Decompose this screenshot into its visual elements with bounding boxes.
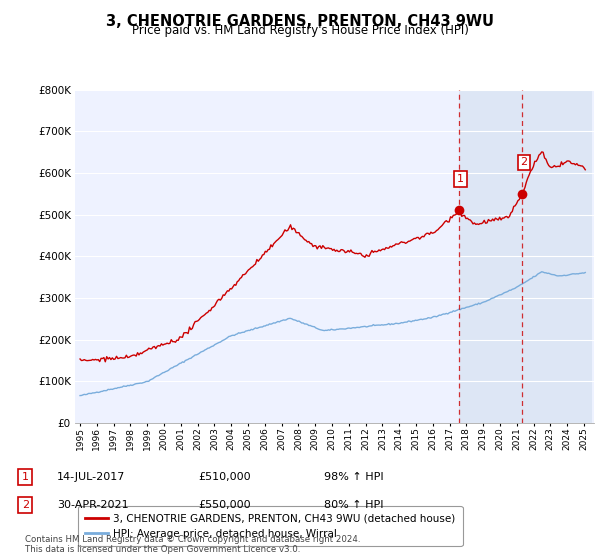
Text: 3, CHENOTRIE GARDENS, PRENTON, CH43 9WU: 3, CHENOTRIE GARDENS, PRENTON, CH43 9WU: [106, 14, 494, 29]
Bar: [458, 90, 522, 423]
Text: 1: 1: [22, 472, 29, 482]
Bar: [522, 90, 592, 423]
Text: 80% ↑ HPI: 80% ↑ HPI: [324, 500, 383, 510]
Text: 14-JUL-2017: 14-JUL-2017: [57, 472, 125, 482]
Text: 98% ↑ HPI: 98% ↑ HPI: [324, 472, 383, 482]
Text: £510,000: £510,000: [198, 472, 251, 482]
Text: 1: 1: [457, 174, 464, 184]
Text: £550,000: £550,000: [198, 500, 251, 510]
Legend: 3, CHENOTRIE GARDENS, PRENTON, CH43 9WU (detached house), HPI: Average price, de: 3, CHENOTRIE GARDENS, PRENTON, CH43 9WU …: [77, 506, 463, 546]
Text: 2: 2: [520, 157, 527, 167]
Text: 30-APR-2021: 30-APR-2021: [57, 500, 128, 510]
Text: 2: 2: [22, 500, 29, 510]
Text: Price paid vs. HM Land Registry's House Price Index (HPI): Price paid vs. HM Land Registry's House …: [131, 24, 469, 37]
Text: Contains HM Land Registry data © Crown copyright and database right 2024.
This d: Contains HM Land Registry data © Crown c…: [25, 535, 361, 554]
